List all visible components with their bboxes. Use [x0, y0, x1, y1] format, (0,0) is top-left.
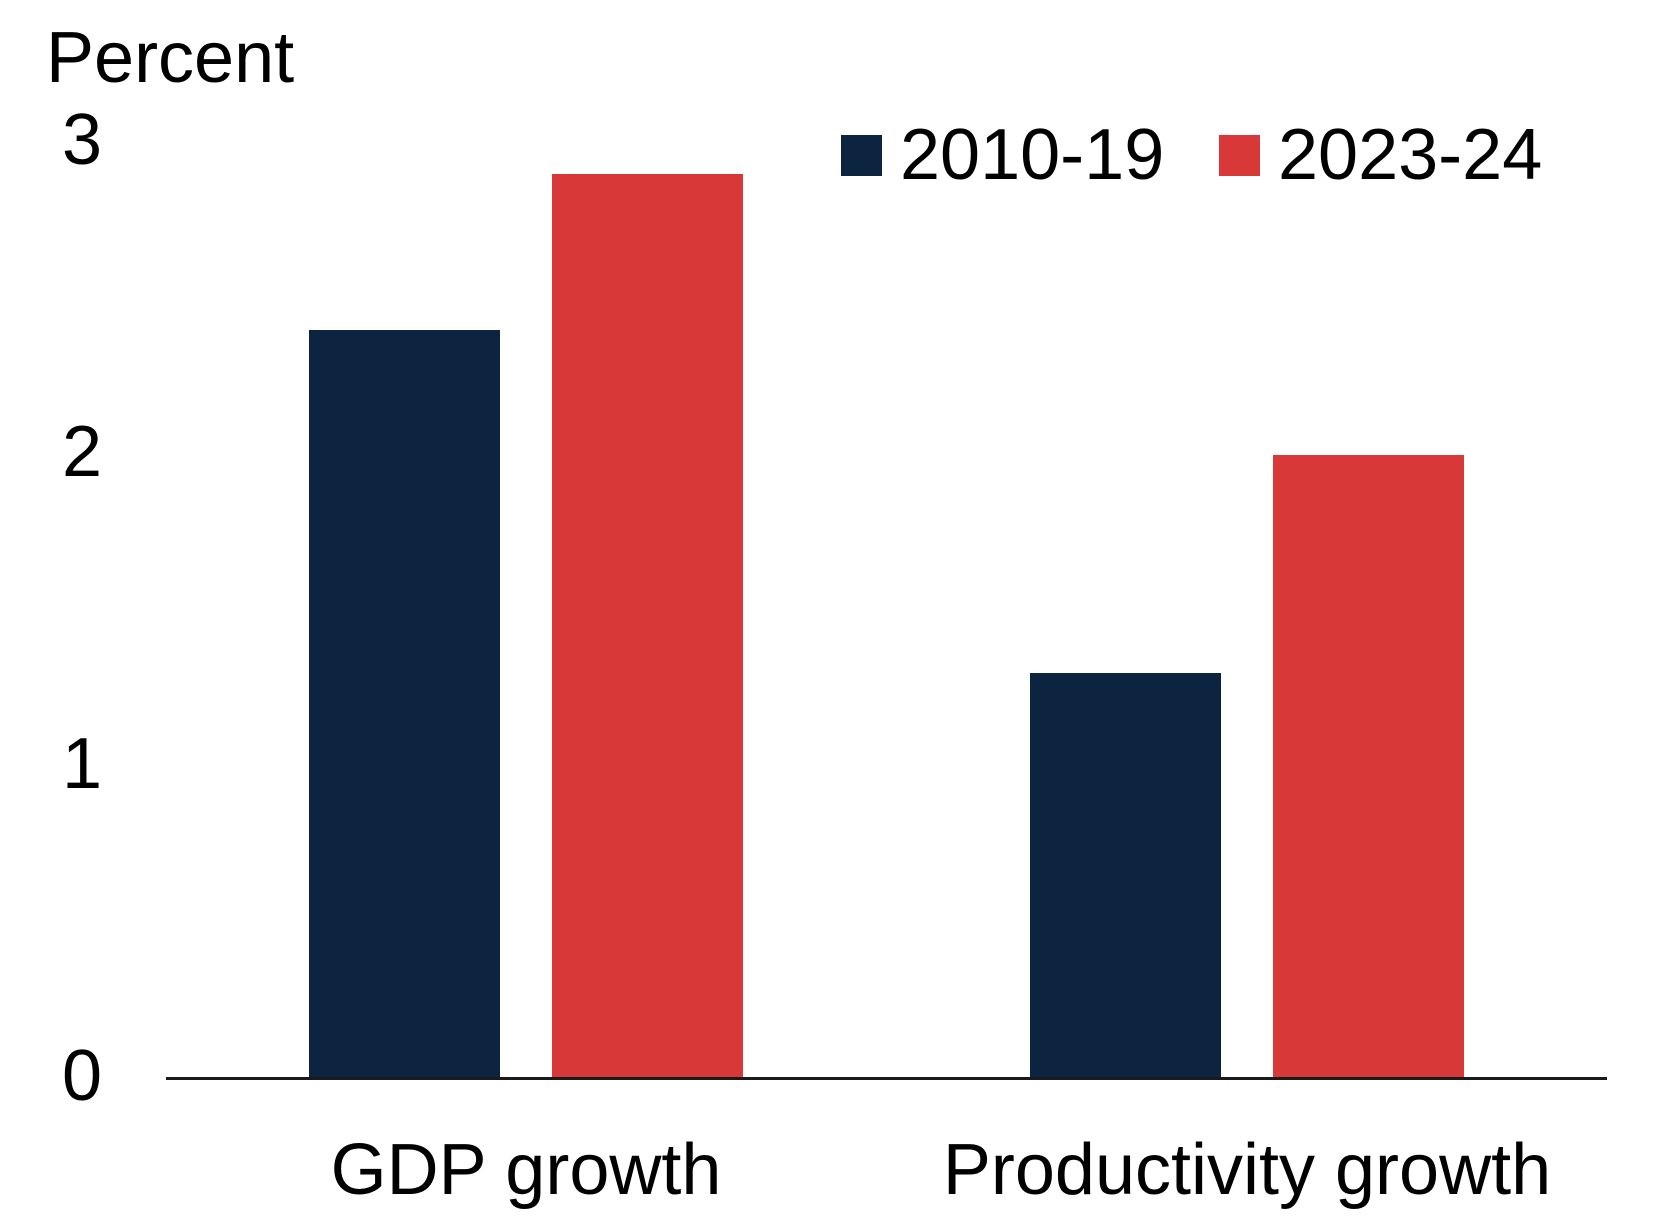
bar-productivity-growth-2010-19: [1030, 673, 1221, 1079]
bar-gdp-growth-2023-24: [552, 174, 743, 1079]
legend-swatch-icon: [841, 134, 882, 176]
x-category-label: Productivity growth: [942, 1130, 1552, 1210]
legend-item: 2023-24: [1219, 112, 1542, 198]
x-category-label: GDP growth: [330, 1130, 722, 1210]
legend-label: 2023-24: [1278, 115, 1543, 195]
legend-label: 2010-19: [900, 115, 1165, 195]
bar-productivity-growth-2023-24: [1273, 455, 1464, 1079]
x-axis-line: [166, 1077, 1607, 1080]
bar-gdp-growth-2010-19: [309, 330, 500, 1079]
legend-item: 2010-19: [841, 112, 1164, 198]
y-tick-label: 0: [61, 1036, 102, 1116]
y-tick-label: 2: [61, 412, 102, 492]
y-tick-label: 3: [61, 100, 102, 180]
legend-swatch-icon: [1219, 134, 1260, 176]
y-tick-label: 1: [61, 724, 102, 804]
y-axis-unit-label: Percent: [46, 18, 295, 98]
